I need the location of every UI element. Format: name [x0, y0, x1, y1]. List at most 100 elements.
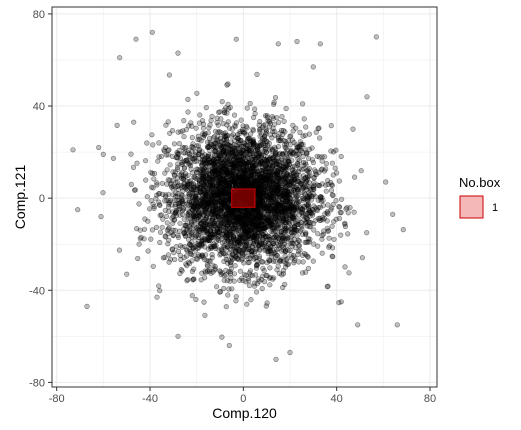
data-point: [150, 201, 156, 207]
data-point: [143, 158, 149, 164]
legend-key-1: [459, 195, 484, 219]
data-point: [144, 140, 150, 146]
data-point: [219, 334, 225, 340]
data-point: [159, 180, 165, 186]
data-point: [189, 268, 195, 275]
data-point: [167, 130, 173, 136]
data-point: [224, 141, 230, 148]
data-point: [171, 141, 177, 147]
data-point: [278, 127, 285, 134]
data-point: [355, 322, 361, 328]
data-point: [272, 94, 279, 101]
data-point: [217, 289, 223, 295]
data-point: [181, 176, 187, 182]
data-point: [329, 160, 336, 166]
data-point: [221, 164, 227, 170]
data-point: [208, 182, 214, 188]
data-point: [316, 183, 322, 189]
data-point: [336, 204, 342, 210]
data-point: [250, 172, 256, 178]
data-point: [206, 258, 212, 264]
data-point: [323, 188, 329, 194]
data-point: [290, 216, 296, 222]
data-point: [209, 195, 215, 201]
data-point: [166, 147, 172, 153]
data-point: [305, 265, 312, 272]
data-point: [166, 191, 172, 197]
data-point: [233, 36, 239, 42]
data-point: [229, 210, 235, 216]
data-point: [346, 270, 352, 276]
data-point: [200, 195, 206, 201]
data-point: [257, 176, 263, 182]
data-point: [186, 162, 192, 168]
data-point: [278, 209, 284, 215]
data-point: [383, 179, 389, 185]
data-point: [194, 176, 200, 182]
y-tick-label: 0: [39, 193, 45, 205]
data-point: [192, 158, 198, 165]
data-point: [148, 236, 154, 242]
data-point: [214, 206, 220, 212]
data-point: [299, 270, 306, 276]
data-point: [307, 213, 313, 219]
data-point: [287, 206, 293, 212]
data-point: [257, 212, 263, 218]
data-point: [169, 153, 176, 159]
data-point: [246, 179, 252, 185]
data-point: [202, 312, 208, 318]
data-point: [164, 220, 170, 226]
data-point: [182, 222, 188, 228]
data-point: [215, 122, 221, 128]
data-point: [330, 192, 336, 198]
data-point: [303, 230, 309, 236]
data-point: [253, 272, 259, 278]
data-point: [156, 283, 162, 289]
data-point: [284, 256, 291, 262]
data-point: [306, 155, 312, 162]
data-point: [165, 119, 171, 125]
data-point: [338, 299, 344, 305]
data-point: [192, 244, 198, 250]
data-point: [210, 135, 216, 141]
data-point: [283, 105, 289, 112]
data-point: [297, 247, 303, 253]
data-point: [178, 182, 184, 188]
data-point: [167, 162, 173, 168]
data-point: [96, 144, 102, 151]
data-point: [318, 196, 324, 202]
data-point: [124, 271, 130, 277]
data-point: [311, 179, 317, 186]
data-point: [297, 129, 303, 135]
data-point: [190, 180, 196, 187]
data-point: [244, 301, 250, 307]
data-point: [252, 177, 258, 183]
data-point: [132, 187, 138, 193]
data-point: [136, 241, 142, 247]
data-point: [237, 268, 243, 274]
data-point: [305, 202, 311, 208]
data-point: [198, 138, 204, 144]
data-point: [305, 174, 311, 180]
data-point: [247, 224, 253, 230]
data-point: [311, 227, 317, 233]
data-point: [255, 142, 261, 148]
data-point: [183, 247, 190, 253]
data-point: [285, 235, 291, 241]
legend-label-1: 1: [492, 202, 498, 214]
data-point: [283, 199, 289, 205]
data-point: [241, 230, 247, 236]
data-point: [190, 141, 196, 147]
data-point: [211, 160, 218, 166]
data-point: [205, 130, 211, 136]
data-point: [145, 218, 151, 224]
data-point: [222, 110, 228, 116]
data-point: [331, 219, 337, 225]
data-point: [163, 213, 170, 219]
data-point: [232, 171, 238, 177]
data-point: [158, 153, 164, 160]
data-point: [149, 132, 155, 138]
data-point: [300, 101, 306, 107]
data-point: [133, 36, 139, 42]
data-point: [310, 64, 316, 70]
